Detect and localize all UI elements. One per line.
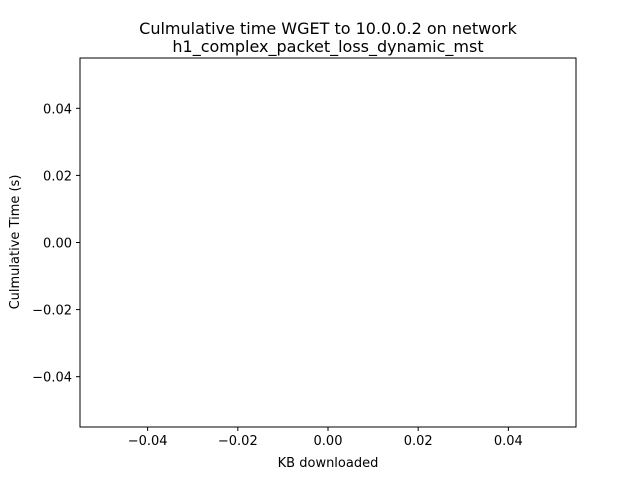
x-tick-label: 0.04	[494, 434, 523, 449]
x-axis-label: KB downloaded	[278, 456, 379, 471]
x-tick-label: −0.04	[128, 434, 168, 449]
x-tick-label: 0.02	[404, 434, 433, 449]
chart-title-line-2: h1_complex_packet_loss_dynamic_mst	[172, 37, 483, 57]
y-tick-label: 0.00	[43, 237, 72, 252]
y-tick-label: 0.04	[43, 102, 72, 117]
x-axis-ticks: −0.04 −0.02 0.00 0.02 0.04	[128, 427, 523, 449]
y-tick-label: 0.02	[43, 169, 72, 184]
y-tick-label: −0.04	[32, 371, 72, 386]
y-axis-label: Culmulative Time (s)	[8, 175, 23, 310]
chart-title-line-1: Culmulative time WGET to 10.0.0.2 on net…	[139, 19, 517, 38]
x-tick-label: 0.00	[314, 434, 343, 449]
y-tick-label: −0.02	[32, 304, 72, 319]
y-axis-ticks: −0.04 −0.02 0.00 0.02 0.04	[32, 102, 80, 386]
x-tick-label: −0.02	[218, 434, 258, 449]
